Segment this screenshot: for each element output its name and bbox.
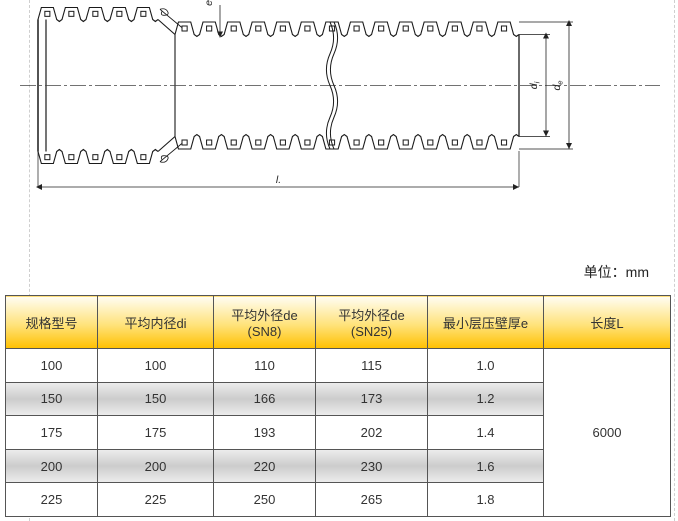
svg-text:e: e	[203, 0, 215, 6]
svg-text:de: de	[551, 80, 564, 90]
svg-text:l.: l.	[276, 174, 281, 186]
svg-text:di: di	[528, 81, 541, 89]
